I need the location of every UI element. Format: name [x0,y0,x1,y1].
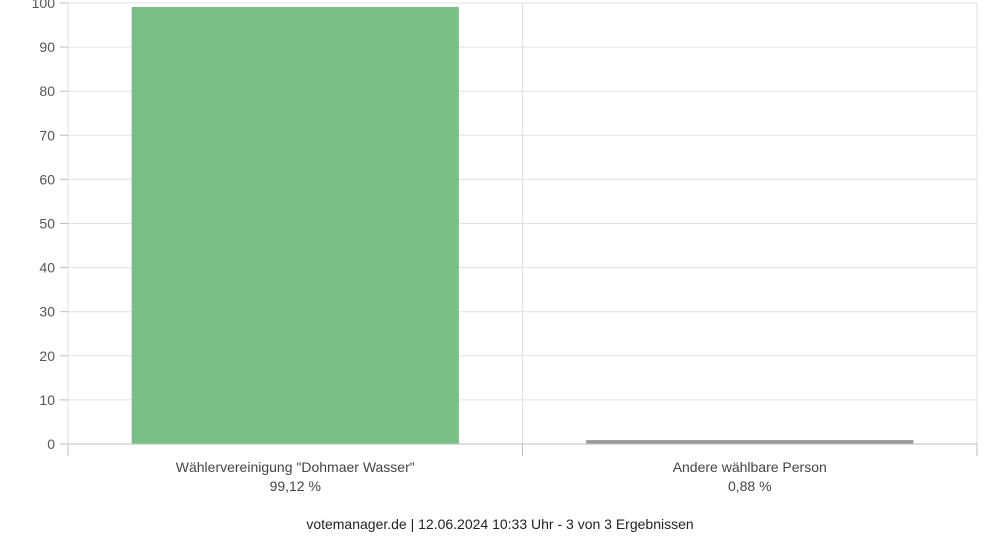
y-tick-label-60: 60 [39,171,55,187]
y-tick-label-100: 100 [32,0,56,11]
bar-0 [131,6,459,445]
value-label-1: 0,88 % [728,478,772,494]
axes [67,443,978,456]
y-tick-label-10: 10 [39,392,55,408]
footer-source: votemanager.de | 12.06.2024 10:33 Uhr - … [306,516,694,532]
bars [131,6,914,445]
y-tick-label-80: 80 [39,83,55,99]
y-axis-ticks: 0 10 20 30 40 50 60 70 80 90 100 [32,0,68,452]
value-label-0: 99,12 % [270,478,321,494]
y-tick-label-50: 50 [39,216,55,232]
category-label-0: Wählervereinigung "Dohmaer Wasser" [176,459,415,475]
bar-1 [586,440,914,444]
category-labels: Wählervereinigung "Dohmaer Wasser" 99,12 … [176,459,827,494]
y-tick-label-70: 70 [39,127,55,143]
category-label-1: Andere wählbare Person [673,459,827,475]
y-tick-label-90: 90 [39,39,55,55]
bar-chart: 0 10 20 30 40 50 60 70 80 90 100 Wählervereinigung… [32,0,978,494]
y-tick-label-20: 20 [39,348,55,364]
y-tick-label-40: 40 [39,260,55,276]
y-tick-label-30: 30 [39,304,55,320]
y-tick-label-0: 0 [47,436,55,452]
